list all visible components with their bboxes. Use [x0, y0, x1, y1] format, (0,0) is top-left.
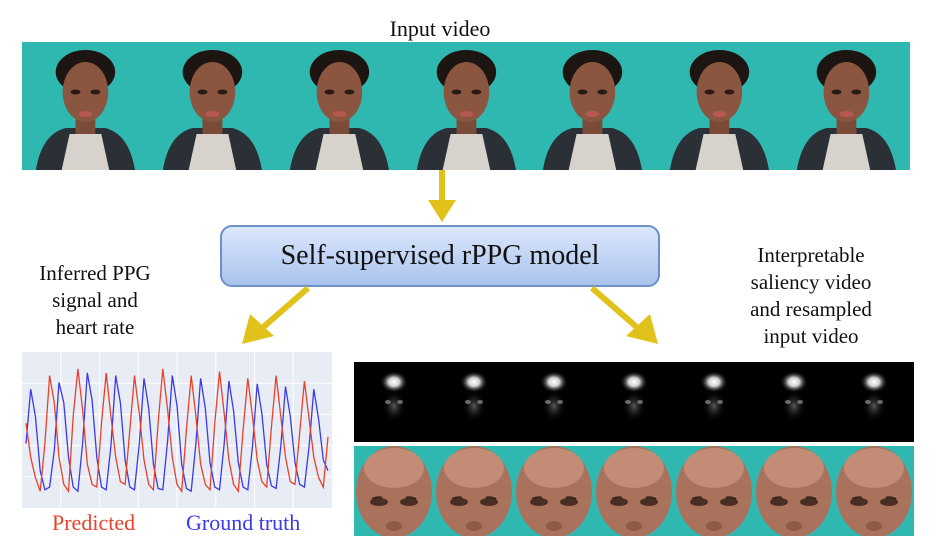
saliency-video-strip [354, 362, 914, 442]
input-frame [149, 42, 276, 170]
resampled-video-strip [354, 446, 914, 536]
ppg-caption-line-2: signal and [10, 287, 180, 314]
rppg-model-label: Self-supervised rPPG model [281, 240, 600, 272]
input-video-strip [22, 42, 910, 170]
left-diagonal-arrow [236, 284, 316, 348]
resampled-frame [674, 446, 754, 536]
saliency-frame [674, 362, 754, 442]
saliency-caption-line-3: and resampled [716, 296, 906, 323]
input-frame [656, 42, 783, 170]
saliency-caption: Interpretable saliency video and resampl… [716, 242, 906, 350]
ppg-chart [22, 352, 332, 508]
resampled-frame [354, 446, 434, 536]
resampled-frame [514, 446, 594, 536]
ppg-caption: Inferred PPG signal and heart rate [10, 260, 180, 341]
rppg-model-box: Self-supervised rPPG model [220, 225, 660, 287]
input-frame [22, 42, 149, 170]
resampled-frame [594, 446, 674, 536]
resampled-frame [754, 446, 834, 536]
ppg-caption-line-1: Inferred PPG [10, 260, 180, 287]
saliency-frame [434, 362, 514, 442]
saliency-caption-line-2: saliency video [716, 269, 906, 296]
legend-predicted: Predicted [52, 510, 135, 536]
saliency-frame [354, 362, 434, 442]
input-frame [403, 42, 530, 170]
input-video-label: Input video [0, 16, 880, 42]
saliency-frame [754, 362, 834, 442]
saliency-frame [834, 362, 914, 442]
saliency-frame [514, 362, 594, 442]
resampled-frame [834, 446, 914, 536]
right-diagonal-arrow [584, 284, 664, 348]
input-frame [783, 42, 910, 170]
saliency-caption-line-1: Interpretable [716, 242, 906, 269]
ppg-caption-line-3: heart rate [10, 314, 180, 341]
saliency-frame [594, 362, 674, 442]
saliency-caption-line-4: input video [716, 323, 906, 350]
down-arrow [424, 170, 460, 224]
input-frame [276, 42, 403, 170]
legend-ground-truth: Ground truth [186, 510, 300, 536]
resampled-frame [434, 446, 514, 536]
input-frame [529, 42, 656, 170]
